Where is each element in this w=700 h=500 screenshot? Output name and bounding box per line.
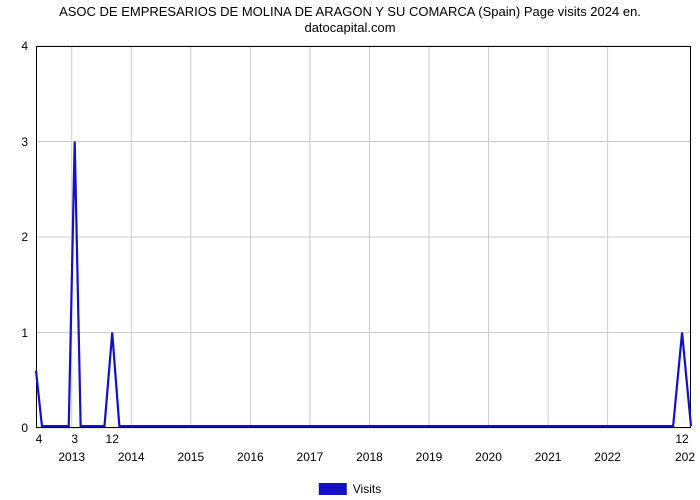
y-tick-label: 4	[21, 39, 36, 53]
plot-svg	[36, 46, 691, 428]
value-label: 3	[71, 428, 78, 446]
chart-title-line2: datocapital.com	[0, 20, 700, 36]
value-label: 12	[106, 428, 119, 446]
plot-area: 0123420132014201520162017201820192020202…	[36, 46, 691, 428]
y-tick-label: 1	[21, 326, 36, 340]
x-tick-label: 2020	[475, 428, 502, 464]
y-tick-label: 2	[21, 230, 36, 244]
x-tick-label: 2018	[356, 428, 383, 464]
legend: Visits	[319, 482, 381, 496]
x-tick-label: 2022	[594, 428, 621, 464]
legend-label: Visits	[353, 482, 381, 496]
legend-swatch	[319, 483, 347, 495]
x-tick-label: 2017	[297, 428, 324, 464]
value-label: 12	[675, 428, 688, 446]
y-tick-label: 3	[21, 135, 36, 149]
y-tick-label: 0	[21, 421, 36, 435]
x-tick-label: 2014	[118, 428, 145, 464]
chart-title: ASOC DE EMPRESARIOS DE MOLINA DE ARAGON …	[0, 4, 700, 37]
value-label: 4	[36, 428, 43, 446]
x-tick-label: 2019	[416, 428, 443, 464]
chart-title-line1: ASOC DE EMPRESARIOS DE MOLINA DE ARAGON …	[0, 4, 700, 20]
x-tick-label: 2016	[237, 428, 264, 464]
chart-container: ASOC DE EMPRESARIOS DE MOLINA DE ARAGON …	[0, 0, 700, 500]
x-tick-label: 2015	[177, 428, 204, 464]
x-tick-label: 2021	[535, 428, 562, 464]
